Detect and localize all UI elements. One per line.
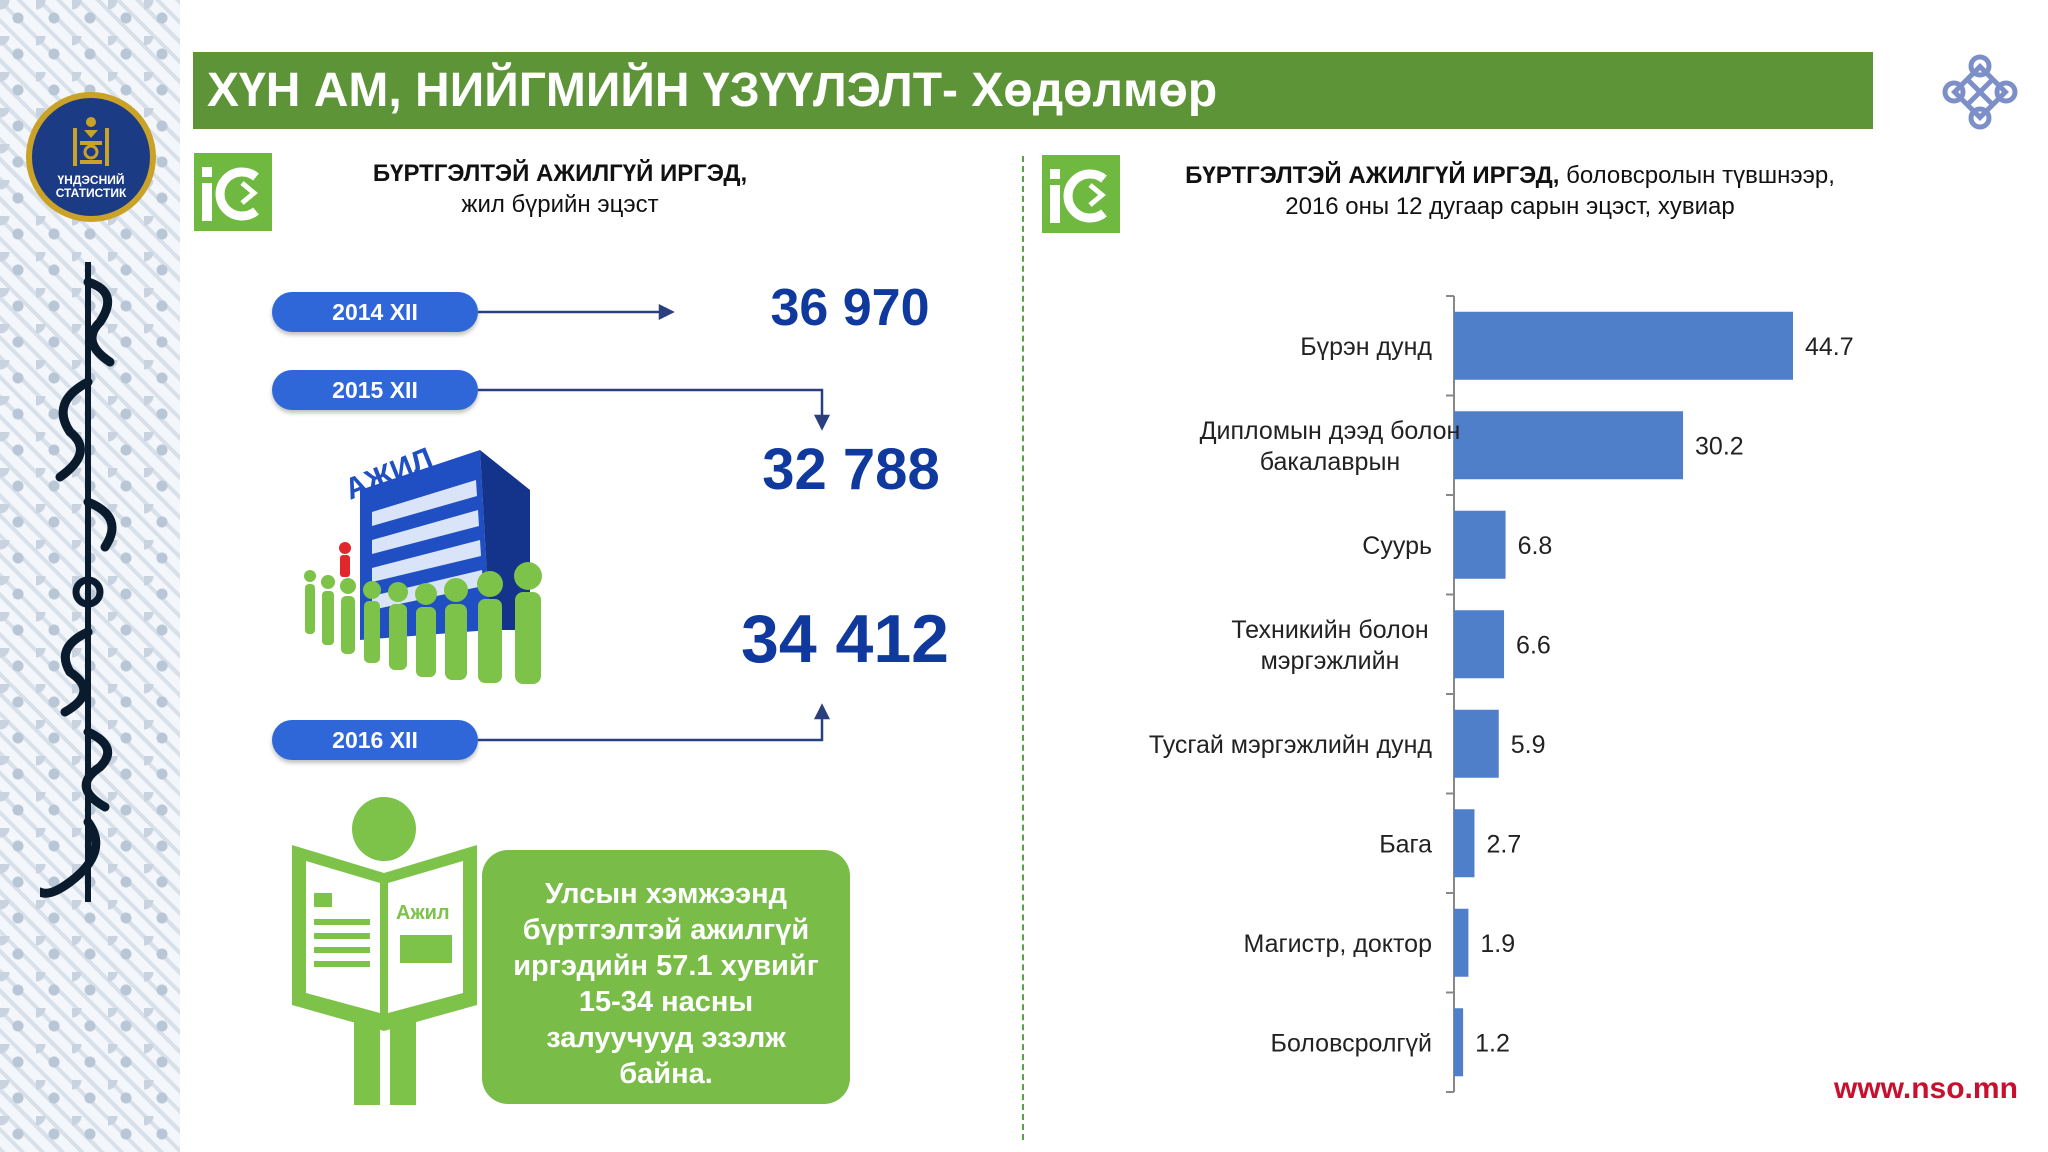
chart-bar: [1454, 411, 1684, 480]
right-title-bold: БҮРТГЭЛТЭЙ АЖИЛГҮЙ ИРГЭД,: [1185, 162, 1560, 189]
newspaper-reader-illustration: Ажил: [292, 797, 477, 1105]
endless-knot-icon: [1942, 54, 2018, 130]
chart-bar: [1454, 809, 1475, 878]
chart-bar: [1454, 311, 1793, 380]
right-panel-logo: [1042, 155, 1120, 233]
nso-emblem-logo: ҮНДЭСНИЙ СТАТИСТИК: [26, 92, 156, 222]
chart-bar: [1454, 908, 1469, 977]
emblem-text-line1: ҮНДЭСНИЙ: [57, 173, 125, 187]
value-2015: 32 788: [762, 437, 940, 502]
chart-data-label: 1.9: [1480, 930, 1515, 958]
emblem-text-line2: СТАТИСТИК: [55, 186, 127, 200]
building-queue-illustration: АЖИЛ: [304, 442, 542, 684]
chart-category-label: Техникийн болон: [1231, 616, 1428, 644]
right-panel-title: БҮРТГЭЛТЭЙ АЖИЛГҮЙ ИРГЭД, боловсролын тү…: [1130, 160, 1890, 222]
chart-data-label: 1.2: [1475, 1029, 1510, 1057]
chart-data-label: 5.9: [1511, 731, 1546, 759]
left-panel-title: БҮРТГЭЛТЭЙ АЖИЛГҮЙ ИРГЭД, жил бүрийн эцэ…: [330, 158, 790, 220]
chart-category-label: Бага: [1379, 830, 1432, 858]
mongolian-script-icon: [40, 262, 117, 902]
chart-category-label: Боловсролгүй: [1271, 1029, 1432, 1057]
soyombo-icon: [73, 117, 109, 166]
left-title-rest: жил бүрийн эцэст: [461, 191, 659, 218]
chart-category-label: Бүрэн дунд: [1300, 333, 1432, 361]
value-2014: 36 970: [770, 279, 930, 337]
left-title-bold: БҮРТГЭЛТЭЙ АЖИЛГҮЙ ИРГЭД,: [372, 160, 748, 187]
ic-logo-icon: [202, 167, 259, 221]
decorative-sidebar: ҮНДЭСНИЙ СТАТИСТИК: [0, 0, 180, 1152]
right-title-line2: 2016 оны 12 дугаар сарын эцэст, хувиар: [1285, 193, 1735, 220]
chart-bar: [1454, 709, 1499, 778]
chart-data-label: 30.2: [1695, 432, 1744, 460]
right-title-rest: боловсролын түвшнээр,: [1559, 162, 1835, 189]
chart-data-label: 2.7: [1486, 830, 1521, 858]
chart-category-label: бакалаврын: [1260, 448, 1401, 476]
youth-share-note: Улсын хэмжээнд бүртгэлтэй ажилгүй иргэди…: [482, 850, 850, 1104]
chart-data-label: 6.6: [1516, 631, 1551, 659]
chart-bar: [1454, 510, 1506, 579]
newspaper-word: Ажил: [396, 902, 450, 924]
year-pill-2015: 2015 XII: [272, 370, 478, 410]
year-pill-2016: 2016 XII: [272, 720, 478, 760]
chart-bar: [1454, 1008, 1464, 1077]
left-panel-logo: [194, 153, 272, 231]
ic-logo-icon: [1050, 169, 1107, 223]
chart-category-label: Суурь: [1362, 532, 1432, 560]
chart-data-label: 6.8: [1518, 532, 1553, 560]
chart-bar: [1454, 610, 1505, 679]
footer-url[interactable]: www.nso.mn: [1834, 1072, 2018, 1105]
chart-category-label: Дипломын дээд болон: [1200, 417, 1461, 445]
year-pill-2014: 2014 XII: [272, 292, 478, 332]
chart-category-label: мэргэжлийн: [1261, 647, 1400, 675]
panel-divider: [1022, 156, 1024, 1140]
page-title: ХҮН АМ, НИЙГМИЙН ҮЗҮҮЛЭЛТ- Хөдөлмөр: [193, 52, 1873, 129]
value-2016: 34 412: [741, 601, 949, 677]
chart-category-label: Магистр, доктор: [1243, 930, 1432, 958]
chart-data-label: 44.7: [1805, 333, 1854, 361]
chart-category-label: Тусгай мэргэжлийн дунд: [1149, 731, 1433, 759]
